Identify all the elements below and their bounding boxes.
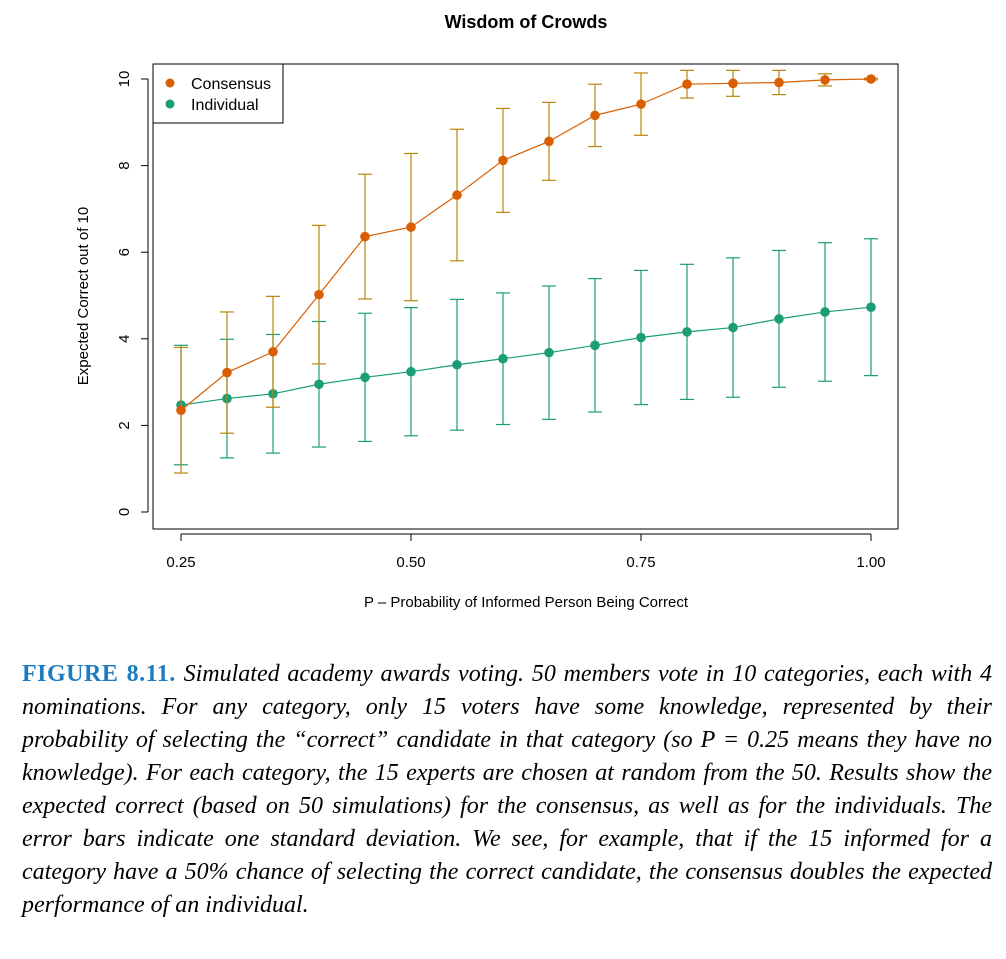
figure-caption-text: Simulated academy awards voting. 50 memb… [22,661,993,918]
x-tick-label: 0.50 [396,554,425,571]
data-point-individual [314,379,324,390]
data-point-consensus [268,346,278,357]
data-point-consensus [176,405,186,416]
data-point-individual [590,340,600,351]
data-point-consensus [636,99,646,109]
x-tick-label: 0.75 [626,554,655,571]
data-point-individual [774,314,784,324]
data-point-consensus [774,77,784,88]
y-tick-label: 8 [116,161,133,169]
x-tick-label: 0.25 [166,554,195,571]
legend-marker-individual [165,99,175,109]
series-layer [174,69,878,474]
data-point-individual [360,372,370,383]
legend-box [152,63,284,124]
plot-frame [152,63,899,530]
data-point-individual [682,327,692,337]
legend: Consensus Individual [152,63,284,124]
series-line-individual [180,306,872,406]
data-point-consensus [682,79,692,89]
data-point-individual [728,322,738,333]
data-point-consensus [360,231,370,242]
legend-label-individual: Individual [191,97,259,114]
legend-marker-consensus [165,78,175,88]
chart-title: Wisdom of Crowds [445,12,608,32]
x-axis: 0.25 0.50 0.75 1.00 [166,533,886,571]
data-point-consensus [590,110,600,121]
data-point-consensus [820,75,830,85]
legend-label-consensus: Consensus [191,76,271,93]
series-line-consensus [180,78,872,411]
data-point-consensus [728,78,738,89]
series-individual [174,238,878,466]
data-point-individual [820,307,830,317]
series-consensus [174,69,878,474]
data-point-consensus [866,74,876,84]
y-tick-label: 6 [116,248,133,256]
y-tick-label: 10 [116,71,133,88]
y-tick-label: 0 [116,508,133,516]
y-tick-label: 2 [116,421,133,429]
data-point-consensus [544,136,554,147]
x-tick-label: 1.00 [856,554,885,571]
y-axis-label: Expected Correct out of 10 [75,207,92,385]
data-point-consensus [314,289,324,300]
x-axis-label: P – Probability of Informed Person Being… [364,594,689,611]
figure-caption: FIGURE 8.11. Simulated academy awards vo… [22,658,992,922]
wisdom-of-crowds-chart: Wisdom of Crowds 0 2 4 6 8 10 0.25 0.50 0.75 1.0… [75,12,899,611]
figure-label: FIGURE 8.11. [22,661,176,687]
y-tick-label: 4 [116,335,133,343]
data-point-consensus [222,367,232,378]
data-point-individual [544,347,554,358]
data-point-individual [452,359,462,370]
data-point-consensus [452,190,462,200]
data-point-consensus [498,155,508,166]
y-axis: 0 2 4 6 8 10 [116,71,149,516]
data-point-consensus [406,222,416,232]
data-point-individual [498,353,508,364]
data-point-individual [406,366,416,377]
data-point-individual [866,302,876,312]
data-point-individual [636,332,646,343]
